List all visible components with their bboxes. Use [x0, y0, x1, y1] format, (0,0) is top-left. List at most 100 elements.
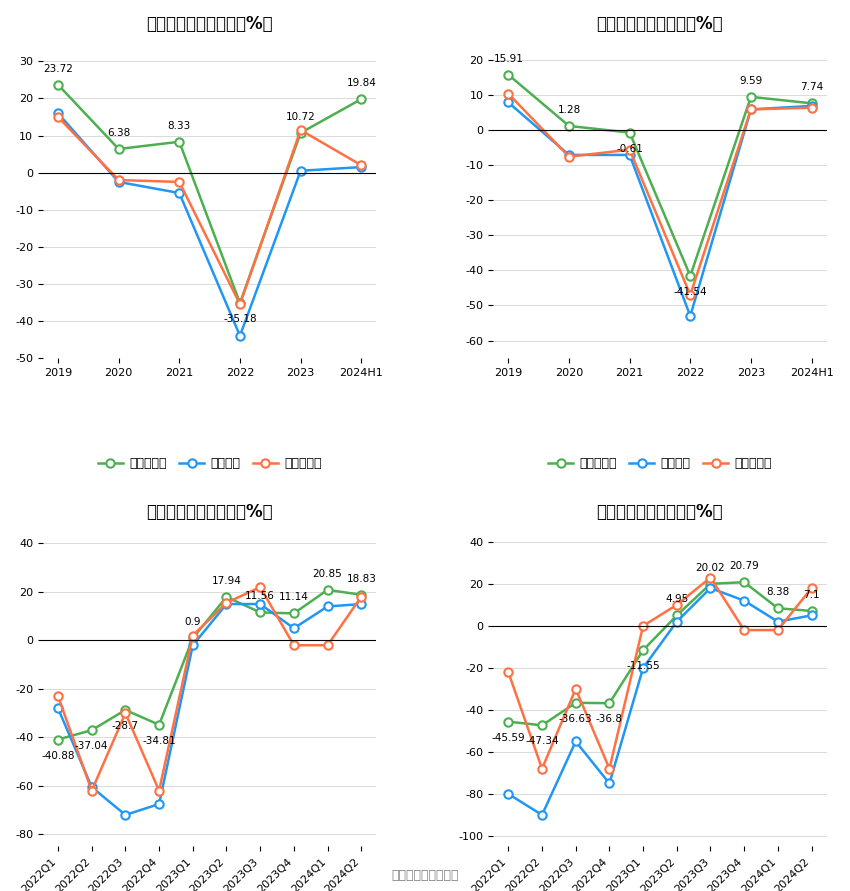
- Legend: 公司净利率, 行业均值, 行业中位数: 公司净利率, 行业均值, 行业中位数: [543, 453, 777, 476]
- 行业中位数: [570, 683, 581, 694]
- Text: 17.94: 17.94: [212, 576, 241, 585]
- Title: 季度净利率变化情况（%）: 季度净利率变化情况（%）: [597, 503, 723, 521]
- Text: 7.1: 7.1: [803, 590, 820, 600]
- Text: 20.85: 20.85: [313, 568, 343, 579]
- 行业均值: [503, 97, 513, 108]
- 行业均值: [807, 101, 817, 111]
- Text: -28.7: -28.7: [112, 721, 139, 732]
- 行业均值: [503, 789, 513, 799]
- 公司净利率: [537, 720, 547, 731]
- 公司毛利率: [221, 592, 231, 602]
- Legend: 公司毛利率, 行业均值, 行业中位数: 公司毛利率, 行业均值, 行业中位数: [93, 453, 326, 476]
- 行业中位数: [564, 151, 574, 162]
- 行业中位数: [221, 598, 231, 609]
- 行业中位数: [625, 144, 635, 155]
- Title: 历年净利率变化情况（%）: 历年净利率变化情况（%）: [597, 15, 723, 33]
- 行业均值: [221, 599, 231, 609]
- 行业均值: [87, 781, 97, 792]
- 行业均值: [773, 617, 783, 627]
- 公司净利率: [604, 698, 615, 708]
- 行业中位数: [174, 176, 184, 187]
- 公司净利率: [672, 610, 682, 621]
- 公司毛利率: [322, 584, 332, 595]
- Line: 行业中位数: 行业中位数: [54, 583, 366, 795]
- Text: -34.81: -34.81: [142, 736, 176, 746]
- Text: -35.18: -35.18: [224, 315, 257, 324]
- 公司净利率: [807, 606, 817, 617]
- 行业中位数: [289, 640, 299, 650]
- 行业均值: [356, 162, 366, 173]
- 行业中位数: [356, 159, 366, 170]
- Text: 10.72: 10.72: [286, 111, 315, 122]
- 行业中位数: [672, 600, 682, 610]
- 行业均值: [356, 599, 366, 609]
- 行业均值: [322, 601, 332, 612]
- 行业均值: [807, 610, 817, 621]
- 公司净利率: [706, 578, 716, 589]
- Line: 行业均值: 行业均值: [504, 98, 816, 320]
- 行业均值: [255, 599, 265, 609]
- 公司毛利率: [154, 719, 164, 730]
- 公司净利率: [807, 98, 817, 109]
- Line: 行业均值: 行业均值: [504, 584, 816, 819]
- 行业均值: [121, 810, 131, 821]
- Text: 数据来源：恒生聚源: 数据来源：恒生聚源: [391, 869, 459, 882]
- 公司净利率: [503, 716, 513, 727]
- Text: 20.02: 20.02: [695, 563, 725, 573]
- Line: 行业中位数: 行业中位数: [504, 89, 816, 299]
- 公司毛利率: [289, 608, 299, 618]
- Text: 11.56: 11.56: [246, 592, 275, 601]
- Text: 8.38: 8.38: [766, 587, 790, 597]
- 公司毛利率: [53, 79, 63, 90]
- Text: 1.28: 1.28: [558, 105, 581, 115]
- 公司毛利率: [235, 298, 245, 308]
- 行业中位数: [685, 290, 695, 300]
- Text: 20.79: 20.79: [729, 561, 759, 571]
- Title: 季度毛利率变化情况（%）: 季度毛利率变化情况（%）: [146, 503, 273, 521]
- 行业中位数: [740, 625, 750, 635]
- Line: 行业均值: 行业均值: [54, 110, 366, 340]
- 行业均值: [174, 188, 184, 199]
- 公司净利率: [503, 69, 513, 80]
- Line: 公司毛利率: 公司毛利率: [54, 585, 366, 744]
- 行业均值: [564, 150, 574, 160]
- Text: -45.59: -45.59: [491, 732, 525, 743]
- 公司毛利率: [356, 94, 366, 104]
- Line: 行业中位数: 行业中位数: [504, 574, 816, 772]
- 行业中位数: [745, 104, 756, 115]
- Line: 行业中位数: 行业中位数: [54, 113, 366, 308]
- 公司毛利率: [296, 127, 306, 138]
- 行业均值: [706, 583, 716, 593]
- 行业中位数: [296, 125, 306, 135]
- Text: -36.8: -36.8: [596, 715, 623, 724]
- 行业中位数: [114, 175, 124, 185]
- 行业中位数: [638, 620, 649, 631]
- 公司毛利率: [255, 607, 265, 617]
- 行业均值: [740, 595, 750, 606]
- 公司毛利率: [174, 136, 184, 147]
- 公司净利率: [625, 127, 635, 138]
- 行业中位数: [154, 785, 164, 796]
- 行业均值: [604, 778, 615, 789]
- Line: 公司毛利率: 公司毛利率: [54, 80, 366, 307]
- Text: 15.91: 15.91: [493, 53, 524, 63]
- 公司净利率: [745, 92, 756, 102]
- 行业均值: [745, 104, 756, 115]
- Text: 0.9: 0.9: [184, 617, 201, 627]
- 公司净利率: [638, 645, 649, 656]
- 行业中位数: [121, 707, 131, 718]
- 公司毛利率: [87, 725, 97, 736]
- 行业中位数: [503, 666, 513, 677]
- Text: 6.38: 6.38: [107, 128, 130, 138]
- 行业均值: [638, 663, 649, 674]
- 行业均值: [188, 640, 198, 650]
- 行业均值: [296, 166, 306, 176]
- 行业中位数: [356, 592, 366, 602]
- 行业均值: [53, 703, 63, 714]
- 行业中位数: [255, 582, 265, 593]
- 行业中位数: [53, 111, 63, 122]
- 公司毛利率: [121, 705, 131, 715]
- Text: 7.74: 7.74: [800, 82, 823, 92]
- 行业均值: [53, 108, 63, 119]
- 行业均值: [289, 623, 299, 634]
